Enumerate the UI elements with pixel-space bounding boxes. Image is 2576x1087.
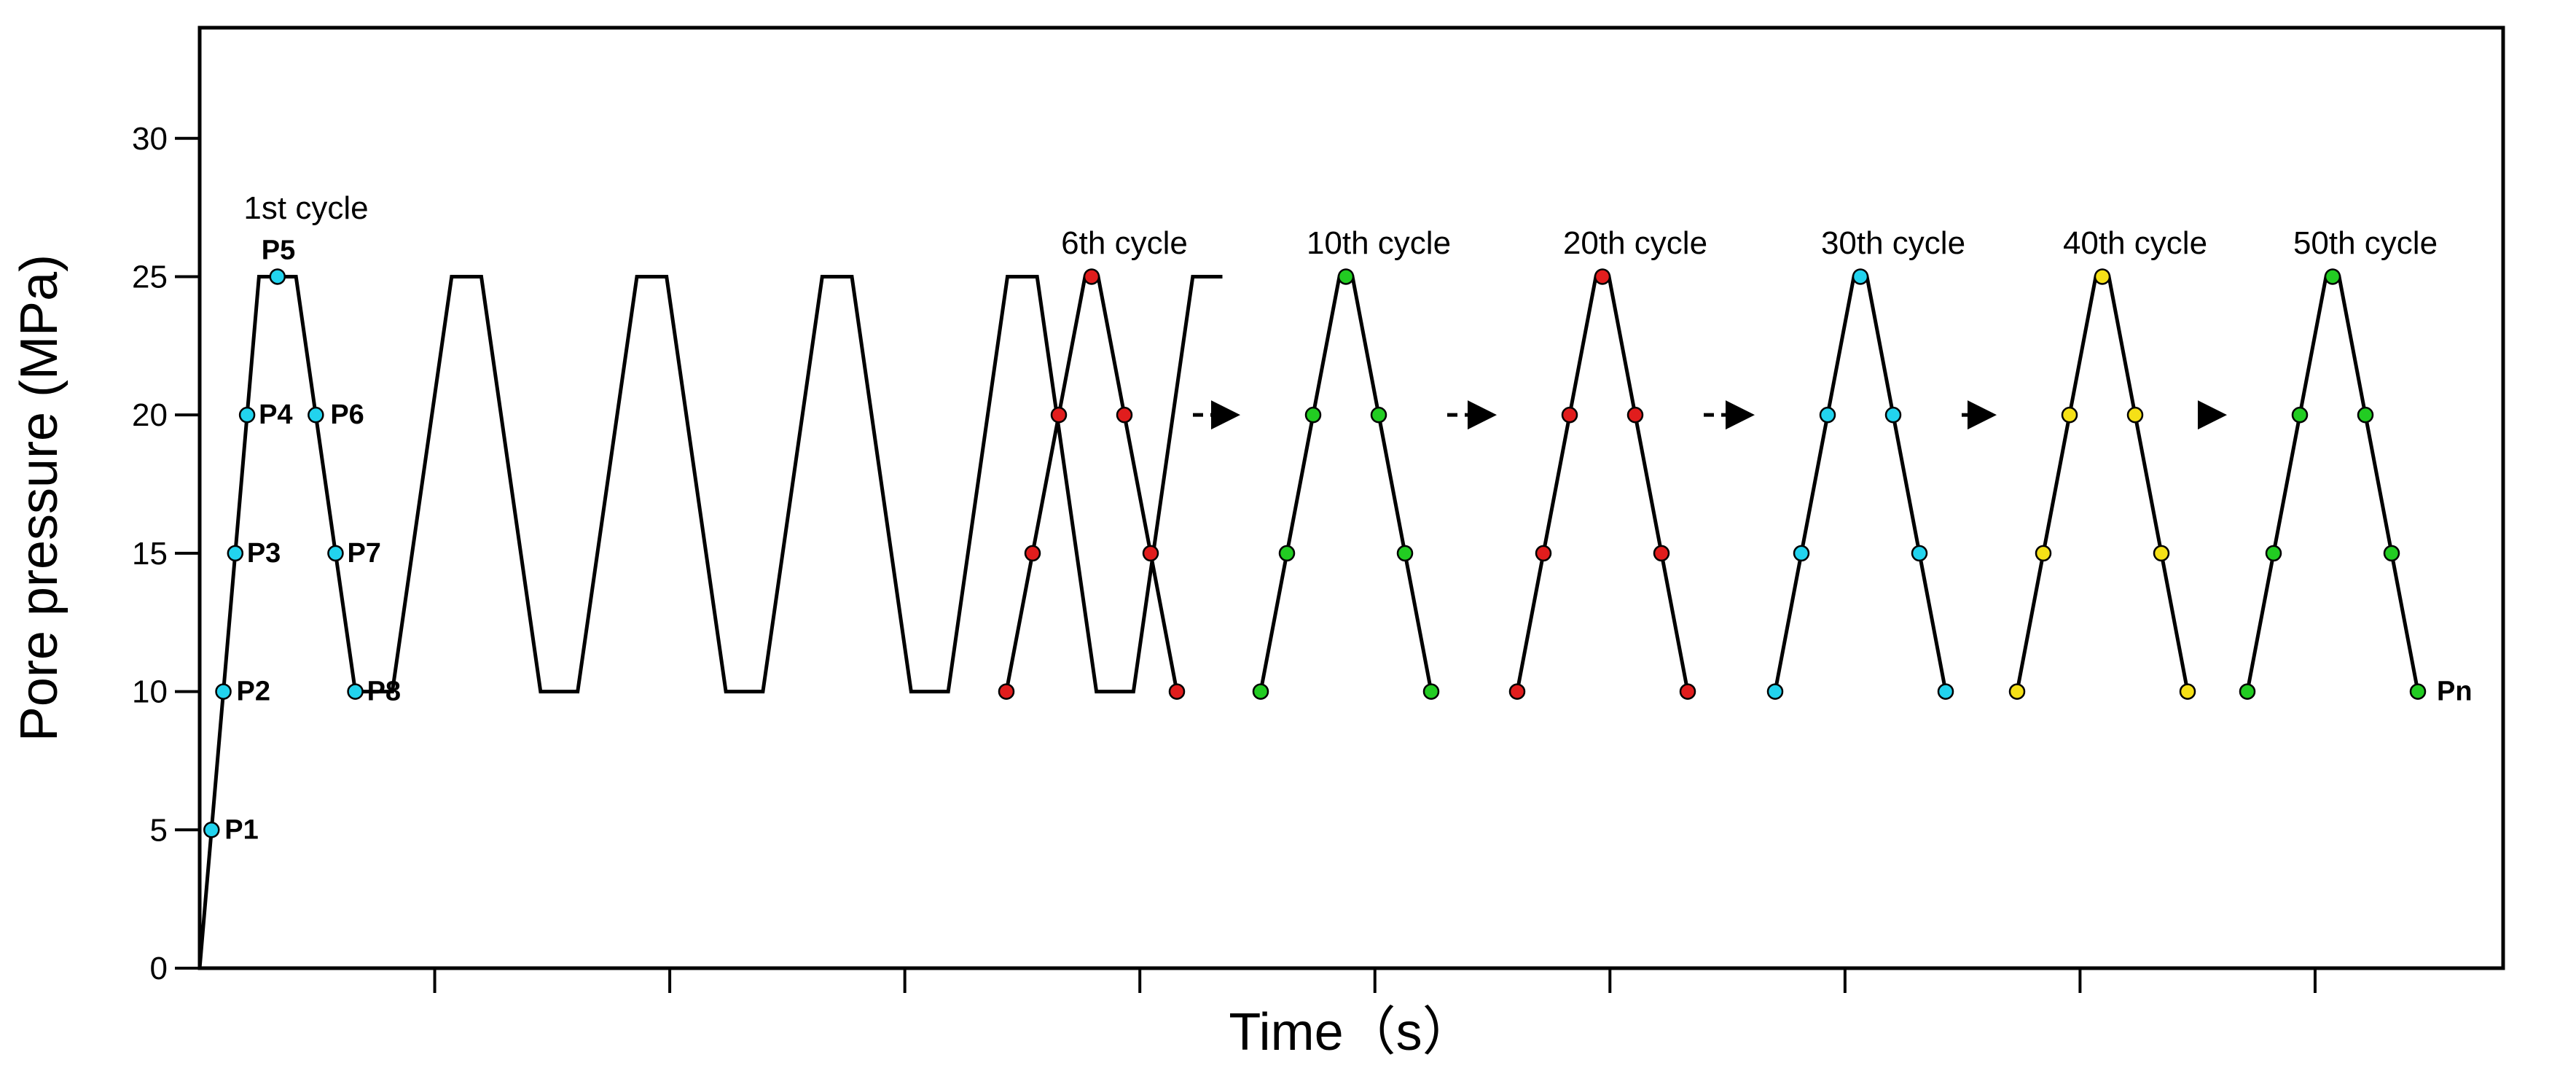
y-tick-label: 20 [132, 397, 168, 433]
y-tick-label: 0 [150, 951, 168, 986]
point-label: P4 [259, 400, 292, 430]
data-point-marker [1561, 406, 1578, 424]
cycle-line [1258, 274, 1433, 693]
data-point-marker [1116, 406, 1133, 424]
cycle-line [1004, 274, 1179, 693]
arrow-head [1468, 400, 1497, 430]
cycle-label: 50th cycle [2293, 225, 2438, 261]
data-point-marker [1793, 545, 1810, 562]
data-point-marker [1083, 268, 1100, 285]
data-point-marker [1819, 406, 1836, 424]
data-point-marker [2324, 268, 2341, 285]
data-point-marker [327, 545, 344, 562]
y-axis-title: Pore pressure (MPa) [10, 254, 68, 741]
point-label: P5 [262, 235, 295, 265]
arrow-head [2198, 400, 2227, 430]
y-tick-label: 15 [132, 536, 168, 572]
data-point-marker [203, 822, 220, 838]
markers-layer [203, 268, 2427, 838]
y-tick-label: 10 [132, 674, 168, 710]
plot-frame [197, 26, 2505, 970]
data-point-marker [2061, 406, 2078, 424]
data-point-marker [227, 545, 244, 562]
data-point-marker [1884, 406, 1902, 424]
x-axis-title: Time（s） [1229, 1003, 1474, 1061]
cycle-label: 6th cycle [1061, 225, 1188, 261]
data-point-marker [2383, 545, 2400, 562]
arrow-head [1968, 400, 1997, 430]
data-point-marker [1852, 268, 1869, 285]
series-layer [197, 274, 2420, 969]
data-point-marker [2035, 545, 2052, 562]
arrow-head [1726, 400, 1755, 430]
data-point-marker [998, 683, 1015, 700]
cycle-label: 1st cycle [243, 190, 368, 226]
data-point-marker [347, 683, 364, 700]
y-tick-label: 30 [132, 121, 168, 157]
data-point-marker [1370, 406, 1387, 424]
data-point-marker [238, 406, 256, 424]
cycle-label: 20th cycle [1563, 225, 1707, 261]
cycle-label: 40th cycle [2063, 225, 2207, 261]
data-point-marker [1337, 268, 1355, 285]
data-point-marker [1679, 683, 1696, 700]
data-point-marker [2239, 683, 2256, 700]
cycle-line [1515, 274, 1690, 693]
point-label: P7 [347, 538, 380, 569]
data-point-marker [2265, 545, 2282, 562]
y-tick-label: 5 [150, 812, 168, 848]
y-tick-label: 25 [132, 259, 168, 295]
cycle-line [2015, 274, 2190, 693]
series-line [197, 275, 1223, 969]
data-point-marker [1252, 683, 1269, 700]
data-point-marker [1535, 545, 1552, 562]
cycle-line [2245, 274, 2420, 693]
cycle-line [1773, 274, 1948, 693]
data-point-marker [1766, 683, 1784, 700]
data-point-marker [1653, 545, 1670, 562]
cycle-label: 10th cycle [1307, 225, 1451, 261]
data-point-marker [1142, 545, 1159, 562]
data-point-marker [1278, 545, 1296, 562]
point-label: P1 [224, 814, 258, 845]
x-axis [433, 968, 2317, 993]
data-point-marker [2179, 683, 2196, 700]
data-point-marker [308, 406, 324, 424]
data-point-marker [2008, 683, 2026, 700]
data-point-marker [2409, 683, 2427, 700]
point-label: Pn [2437, 677, 2473, 707]
data-point-marker [1911, 545, 1928, 562]
point-label: P2 [237, 677, 270, 707]
data-point-marker [2291, 406, 2309, 424]
data-point-marker [2153, 545, 2170, 562]
labels-layer: P1 P2 P3 P4 P5 P6 P7 P8 1st cycle 6th cycle 10th c… [224, 190, 2472, 845]
data-point-marker [1594, 268, 1611, 285]
data-point-marker [1168, 683, 1186, 700]
data-point-marker [1422, 683, 1440, 700]
point-label: P3 [247, 538, 281, 569]
arrow-head [1211, 400, 1240, 430]
point-label: P8 [367, 677, 401, 707]
data-point-marker [2094, 268, 2111, 285]
data-point-marker [215, 683, 232, 700]
data-point-marker [269, 268, 286, 285]
point-label: P6 [330, 400, 364, 430]
data-point-marker [1508, 683, 1526, 700]
data-point-marker [2357, 406, 2374, 424]
data-point-marker [1626, 406, 1644, 424]
cycle-label: 30th cycle [1821, 225, 1965, 261]
arrows-layer [1193, 400, 2227, 430]
data-point-marker [2126, 406, 2144, 424]
data-point-marker [1024, 545, 1041, 562]
data-point-marker [1050, 406, 1068, 424]
data-point-marker [1937, 683, 1954, 700]
data-point-marker [1304, 406, 1322, 424]
data-point-marker [1396, 545, 1414, 562]
y-axis: 0 5 10 15 20 25 30 [132, 121, 200, 986]
